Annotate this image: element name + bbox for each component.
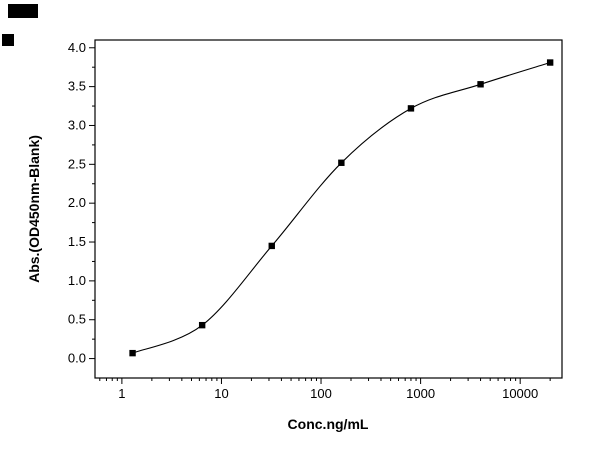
plot-box [94,39,563,379]
data-point [546,59,554,66]
x-tick-label: 10 [214,386,228,401]
y-tick-label: 0.5 [68,312,86,327]
fit-curve [132,61,551,354]
corner-mark-large [8,4,38,18]
y-tick-label: 1.5 [68,234,86,249]
data-point [477,81,484,88]
x-axis-title: Conc.ng/mL [287,416,369,432]
corner-mark-small [2,34,14,46]
y-tick-label: 2.0 [68,195,86,210]
data-point [407,105,415,112]
y-tick-label: 3.5 [68,79,86,94]
x-tick-label: 1 [118,386,125,401]
y-tick-label: 2.5 [68,156,86,171]
data-point [129,349,136,357]
y-tick-label: 1.0 [68,273,86,288]
x-tick-label: 100 [310,386,332,401]
data-point [338,159,345,166]
y-axis-title: Abs.(OD450nm-Blank) [26,135,42,283]
x-tick-label: 10000 [502,386,538,401]
data-point [268,242,275,250]
y-tick-label: 3.0 [68,117,86,132]
x-tick-label: 1000 [406,386,435,401]
y-tick-label: 4.0 [68,40,86,55]
y-tick-label: 0.0 [68,351,86,366]
data-point [198,321,206,329]
